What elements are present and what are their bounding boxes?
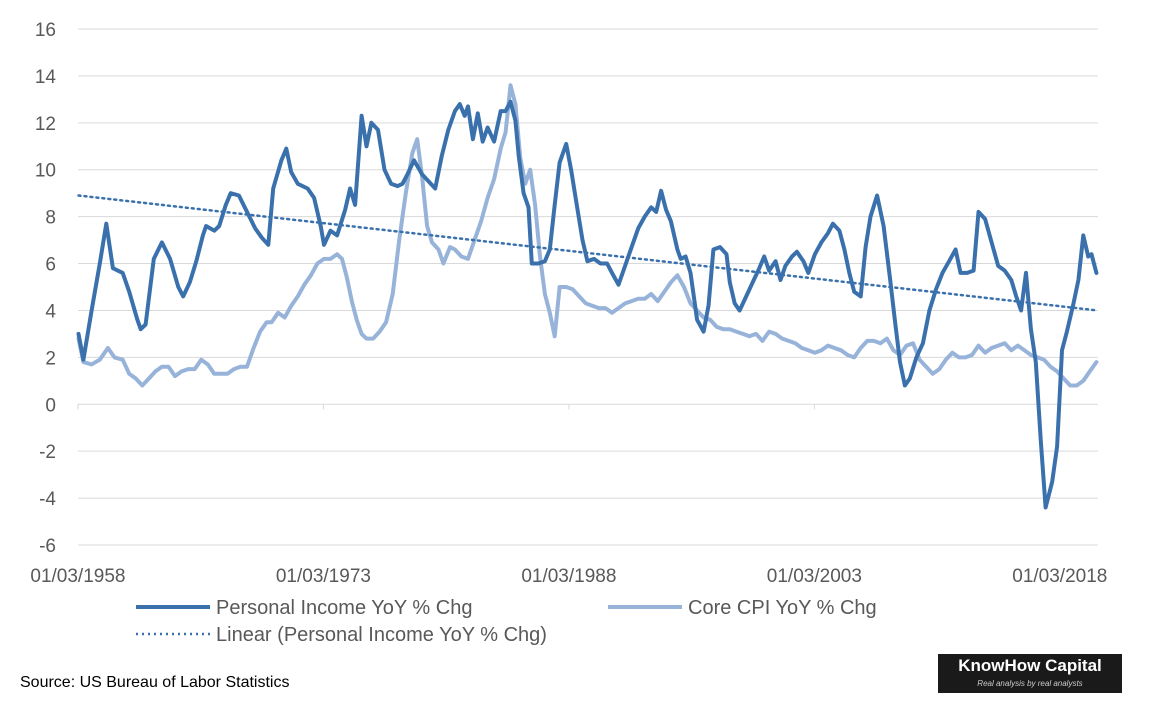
x-tick-label: 01/03/2018 — [1012, 566, 1107, 587]
logo-tagline: Real analysis by real analysts — [977, 679, 1083, 688]
y-tick-label: 6 — [45, 255, 56, 276]
y-tick-label: 14 — [35, 67, 57, 88]
x-tick-label: 01/03/1958 — [30, 566, 125, 587]
y-tick-label: -2 — [39, 442, 56, 463]
series-line-2 — [77, 194, 1100, 312]
y-tick-label: 10 — [35, 161, 56, 182]
y-tick-label: 8 — [45, 208, 56, 229]
x-tick-label: 01/03/1973 — [276, 566, 371, 587]
y-tick-label: 16 — [35, 20, 56, 41]
gridlines — [78, 28, 1098, 546]
source-note: Source: US Bureau of Labor Statistics — [20, 674, 290, 691]
series-line-0 — [76, 99, 1099, 510]
legend-label-1: Core CPI YoY % Chg — [688, 597, 877, 619]
series-layer — [76, 83, 1100, 510]
y-tick-label: 4 — [45, 301, 56, 322]
series-line-1 — [76, 83, 1099, 388]
x-axis-ticks: 01/03/1958 01/03/1973 01/03/1988 01/03/2003… — [30, 404, 1107, 587]
y-tick-label: -6 — [39, 536, 56, 557]
legend: Personal Income YoY % Chg Core CPI YoY % … — [136, 597, 877, 646]
x-tick-label: 01/03/1988 — [521, 566, 616, 587]
x-tick-label: 01/03/2003 — [767, 566, 862, 587]
logo-title: KnowHow Capital — [958, 656, 1102, 675]
y-tick-label: 2 — [45, 348, 56, 369]
y-axis-ticks: 16 14 12 10 8 6 4 2 0 -2 -4 -6 — [35, 20, 57, 557]
y-tick-label: -4 — [39, 489, 56, 510]
knowhow-capital-logo: KnowHow Capital Real analysis by real an… — [938, 654, 1122, 693]
y-tick-label: 0 — [45, 395, 56, 416]
y-tick-label: 12 — [35, 114, 56, 135]
legend-label-2: Linear (Personal Income YoY % Chg) — [216, 624, 547, 646]
legend-label-0: Personal Income YoY % Chg — [216, 597, 472, 619]
